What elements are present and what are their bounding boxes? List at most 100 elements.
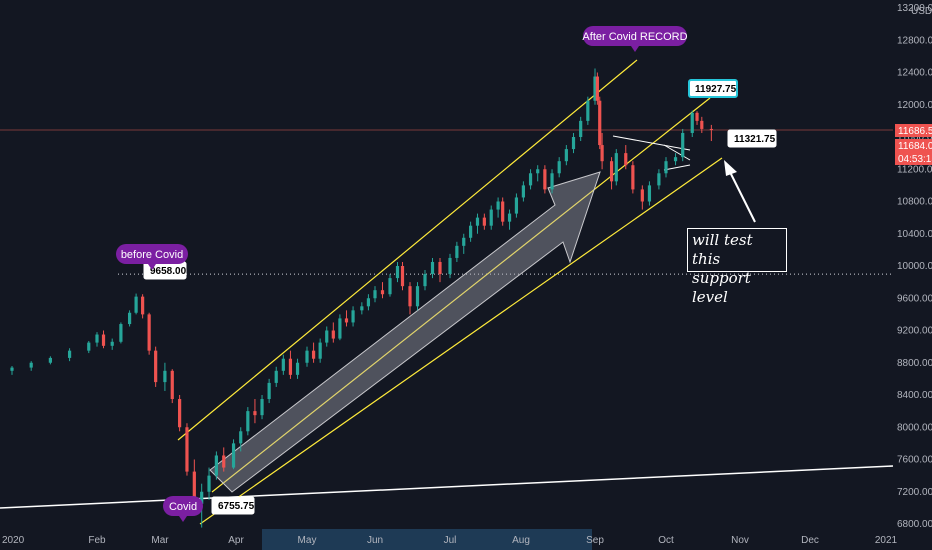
candle-body[interactable] [430,261,435,275]
candle-body[interactable] [455,245,459,258]
candle-body[interactable] [222,455,226,468]
candle-body[interactable] [246,411,250,432]
candle-body[interactable] [119,324,123,342]
candle-body[interactable] [593,76,597,101]
candle-body[interactable] [318,342,322,359]
candle-body[interactable] [475,217,480,226]
covid-low-callout-box[interactable] [211,496,255,515]
candle-body[interactable] [690,112,694,133]
candle-body[interactable] [192,471,196,504]
candle-body[interactable] [253,411,257,416]
candle-body[interactable] [214,455,218,476]
candle-body[interactable] [469,225,473,238]
candle-body[interactable] [311,350,316,359]
candle-body[interactable] [462,237,466,246]
candle-body[interactable] [295,362,300,375]
candle-body[interactable] [496,201,500,210]
support-note[interactable]: will test this support level [687,228,787,306]
support-callout-box[interactable] [727,129,777,148]
candle-body[interactable] [134,296,138,313]
candle-body[interactable] [609,161,614,182]
candle-body[interactable] [438,261,442,275]
candle-body[interactable] [373,290,377,299]
candle-body[interactable] [274,370,278,383]
candle-body[interactable] [614,153,618,182]
candle-body[interactable] [87,342,91,351]
candle-body[interactable] [48,357,52,363]
candle-body[interactable] [127,312,132,325]
before-covid-bubble[interactable] [116,244,188,264]
candle-body[interactable] [239,431,243,444]
recent-high-callout-box[interactable] [688,79,738,98]
candle-body[interactable] [640,189,644,202]
candle-body[interactable] [351,310,355,323]
candle-body[interactable] [360,306,364,311]
candle-body[interactable] [489,209,493,226]
candle-body[interactable] [163,370,167,383]
candle-body[interactable] [154,350,158,383]
candle-body[interactable] [10,367,14,371]
candle-body[interactable] [141,296,145,315]
candle-body[interactable] [101,334,106,346]
candle-body[interactable] [200,491,204,504]
candle-body[interactable] [695,112,699,121]
candle-body[interactable] [366,298,371,307]
price-axis[interactable] [894,0,932,529]
after-covid-bubble[interactable] [583,26,687,46]
candle-body[interactable] [344,318,349,323]
candle-body[interactable] [664,161,668,174]
candle-body[interactable] [29,362,33,368]
candle-body[interactable] [178,399,182,428]
candle-body[interactable] [147,314,151,351]
candle-body[interactable] [557,161,561,174]
candle-body[interactable] [380,290,385,295]
candle-body[interactable] [231,443,236,468]
candle-body[interactable] [709,128,713,131]
candle-body[interactable] [305,350,309,363]
candle-body[interactable] [631,165,635,190]
candle-body[interactable] [331,330,335,339]
candle-body[interactable] [647,185,652,202]
candle-body[interactable] [598,100,602,146]
candle-body[interactable] [586,100,590,121]
candle-body[interactable] [600,145,604,162]
candle-body[interactable] [170,370,174,400]
candle-body[interactable] [700,120,704,129]
candle-body[interactable] [681,132,685,158]
candle-body[interactable] [595,76,599,101]
candle-body[interactable] [288,358,293,375]
candle-body[interactable] [448,257,452,275]
candle-body[interactable] [521,185,525,198]
candle-body[interactable] [579,120,583,137]
candle-body[interactable] [110,341,114,346]
candle-body[interactable] [501,201,505,222]
candle-body[interactable] [536,169,540,174]
candle-body[interactable] [95,334,99,343]
candle-body[interactable] [67,350,72,358]
candle-body[interactable] [673,157,678,162]
candle-body[interactable] [550,173,554,190]
candle-body[interactable] [267,382,271,400]
candle-body[interactable] [528,173,533,186]
candle-body[interactable] [207,475,211,492]
candle-body[interactable] [482,217,486,226]
candle-body[interactable] [185,427,189,472]
candle-body[interactable] [423,274,427,287]
candle-body[interactable] [338,318,342,339]
candle-body[interactable] [260,399,264,416]
candle-body[interactable] [400,266,405,287]
candle-body[interactable] [281,358,285,371]
candle-body[interactable] [657,173,661,186]
candle-body[interactable] [514,197,519,214]
candle-body[interactable] [415,286,420,307]
candle-body[interactable] [395,266,400,279]
covid-bubble[interactable] [163,496,203,516]
candle-body[interactable] [543,169,547,190]
candle-body[interactable] [564,149,568,162]
candle-body[interactable] [624,153,628,166]
candle-body[interactable] [571,137,576,150]
candle-body[interactable] [408,286,412,307]
candle-body[interactable] [325,330,329,343]
